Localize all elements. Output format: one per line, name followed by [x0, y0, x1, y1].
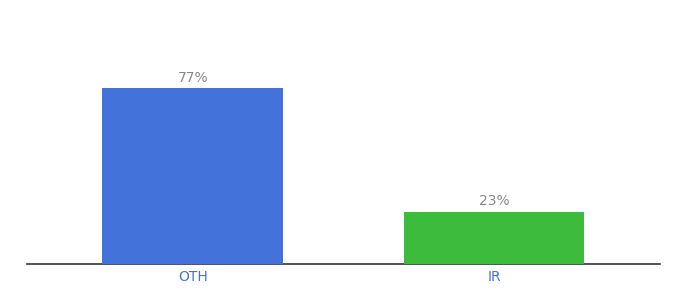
Bar [404, 212, 584, 264]
Text: 77%: 77% [177, 71, 208, 85]
Bar [103, 88, 283, 264]
Text: 23%: 23% [479, 194, 509, 208]
